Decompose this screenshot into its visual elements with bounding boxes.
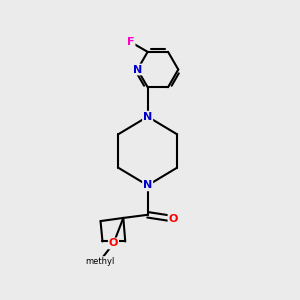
Text: methyl: methyl <box>85 256 114 266</box>
Text: O: O <box>109 238 118 248</box>
Text: F: F <box>127 37 135 47</box>
Text: O: O <box>169 214 178 224</box>
Text: N: N <box>143 180 152 190</box>
Text: N: N <box>143 112 152 122</box>
Text: N: N <box>133 64 142 74</box>
